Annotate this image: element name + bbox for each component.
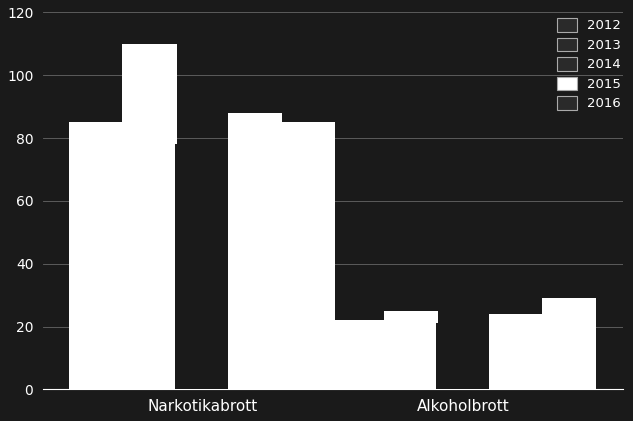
Bar	[175, 144, 230, 389]
Bar	[542, 298, 596, 389]
Bar	[331, 320, 385, 389]
Bar	[280, 123, 335, 389]
Bar	[436, 323, 491, 389]
Bar	[70, 123, 124, 389]
Bar	[489, 314, 544, 389]
Bar	[384, 311, 439, 389]
Bar	[122, 44, 177, 389]
Bar	[227, 113, 282, 389]
Legend: 2012, 2013, 2014, 2015, 2016: 2012, 2013, 2014, 2015, 2016	[551, 11, 628, 117]
